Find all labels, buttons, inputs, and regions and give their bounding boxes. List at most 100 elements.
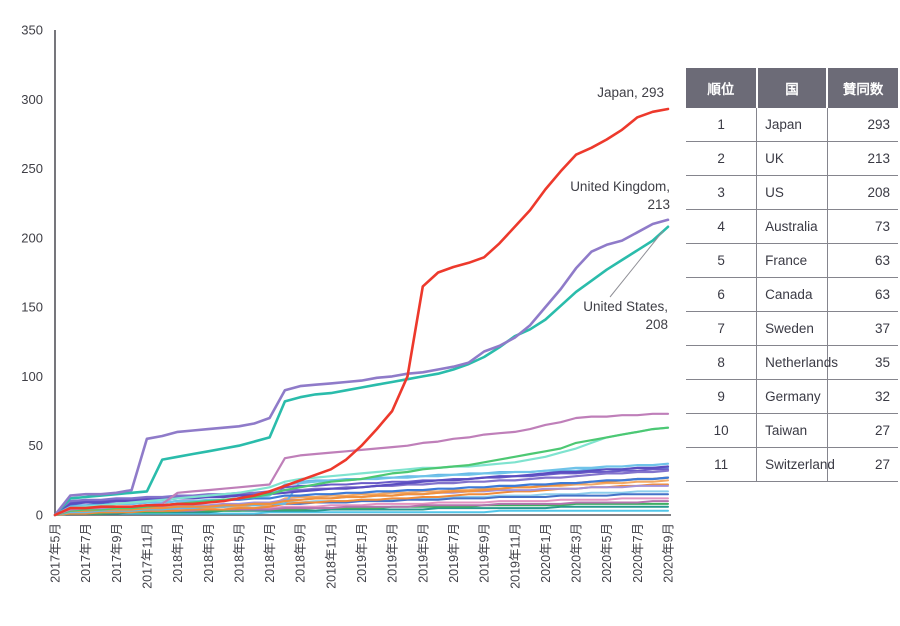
table-row: 3 US 208 [686,175,898,210]
table-row: 6 Canada 63 [686,277,898,312]
x-tick-label: 2018年3月 [202,523,216,583]
country-cell: Australia [756,209,828,244]
country-cell: Canada [756,277,828,312]
x-tick-label: 2020年1月 [539,523,553,583]
rank-cell: 7 [686,311,758,346]
rank-cell: 10 [686,413,758,448]
annotations: Japan, 293 United Kingdom, 213 United State… [570,85,670,332]
count-cell: 35 [827,345,898,380]
x-tick-label: 2018年5月 [232,523,246,583]
table-row: 4 Australia 73 [686,209,898,244]
count-cell: 73 [827,209,898,244]
country-cell: Sweden [756,311,828,346]
x-tick-label: 2018年1月 [171,523,185,583]
x-tick-label: 2019年5月 [416,523,430,583]
country-cell: US [756,175,828,210]
country-cell: UK [756,141,828,176]
series-united-states [53,225,670,517]
annotation-label: Japan, 293 [597,85,664,100]
country-cell: France [756,243,828,278]
country-cell: Germany [756,379,828,414]
x-tick-label: 2020年7月 [631,523,645,583]
y-tick-label: 50 [29,438,43,453]
x-tick-label: 2020年5月 [600,523,614,583]
table-row: 10 Taiwan 27 [686,413,898,448]
table-row: 7 Sweden 37 [686,311,898,346]
series-lines [53,107,670,517]
x-axis-labels: 2017年5月 2017年7月 2017年9月 2017年11月 2018年1月 2018… [49,523,676,589]
count-cell: 27 [827,447,898,482]
annotation-leader-line [609,230,664,298]
x-tick-label: 2018年7月 [263,523,277,583]
x-tick-label: 2019年3月 [386,523,400,583]
count-cell: 63 [827,243,898,278]
y-tick-label: 100 [21,369,43,384]
x-tick-label: 2019年11月 [508,523,522,589]
annotation-label: 213 [647,197,670,212]
table-row: 8 Netherlands 35 [686,345,898,380]
country-cell: Japan [756,108,828,142]
rank-cell: 5 [686,243,758,278]
count-cell: 27 [827,413,898,448]
count-cell: 293 [827,108,898,142]
country-cell: Switzerland [756,447,835,482]
annotation-label: United States, [583,299,668,314]
series-unlabeled-green [54,502,669,516]
y-tick-label: 350 [21,23,43,38]
series-unlabeled-cyan [54,509,669,516]
x-tick-label: 2019年7月 [447,523,461,583]
rank-cell: 2 [686,141,758,176]
count-cell: 208 [827,175,898,210]
x-tick-label: 2017年9月 [110,523,124,583]
rank-cell: 4 [686,209,758,244]
x-tick-label: 2019年1月 [355,523,369,583]
annotation-label: United Kingdom, [570,179,670,194]
country-cell: Netherlands [756,345,838,380]
x-tick-label: 2018年11月 [324,523,338,589]
header-cell-0: 順位 [686,68,757,108]
x-tick-label: 2017年11月 [140,523,154,589]
y-tick-label: 300 [21,92,43,107]
y-tick-label: 150 [21,300,43,315]
x-tick-label: 2017年7月 [79,523,93,583]
table-row: 11 Switzerland 27 [686,447,898,482]
x-tick-label: 2020年3月 [570,523,584,583]
rank-cell: 9 [686,379,758,414]
series-canada [53,426,670,517]
ranking-table: 順位国賛同数 1 Japan 293 2 UK 213 3 US 208 4 Australia 73… [686,68,898,482]
table-row: 2 UK 213 [686,141,898,176]
y-tick-label: 200 [21,230,43,245]
rank-cell: 11 [686,447,758,482]
rank-cell: 6 [686,277,758,312]
rank-cell: 3 [686,175,758,210]
y-axis-labels: 0 50 100 150 200 250 300 350 [21,23,43,523]
count-cell: 213 [827,141,898,176]
series-japan [53,107,670,517]
x-tick-label: 2018年9月 [294,523,308,583]
ranking-table-header: 順位国賛同数 [686,68,898,108]
count-cell: 37 [827,311,898,346]
table-row: 9 Germany 32 [686,379,898,414]
x-tick-label: 2020年9月 [662,523,676,583]
ranking-table-body: 1 Japan 293 2 UK 213 3 US 208 4 Australia 73 5 France… [686,108,898,482]
header-row: 順位国賛同数 [686,68,898,108]
series-unlabeled-violet2 [54,468,669,516]
annotation-label: 208 [645,317,668,332]
count-cell: 63 [827,277,898,312]
y-tick-label: 0 [36,508,43,523]
rank-cell: 8 [686,345,758,380]
x-tick-label: 2017年5月 [49,523,63,583]
rank-cell: 1 [686,108,758,142]
y-tick-label: 250 [21,161,43,176]
series-united-kingdom [53,218,670,517]
ranking-table-container: 順位国賛同数 1 Japan 293 2 UK 213 3 US 208 4 Australia 73… [686,68,898,482]
table-row: 1 Japan 293 [686,108,898,142]
header-cell-2: 賛同数 [826,68,898,108]
header-cell-1: 国 [755,68,828,108]
count-cell: 32 [827,379,898,414]
country-cell: Taiwan [756,413,828,448]
table-row: 5 France 63 [686,243,898,278]
x-tick-label: 2019年9月 [478,523,492,583]
